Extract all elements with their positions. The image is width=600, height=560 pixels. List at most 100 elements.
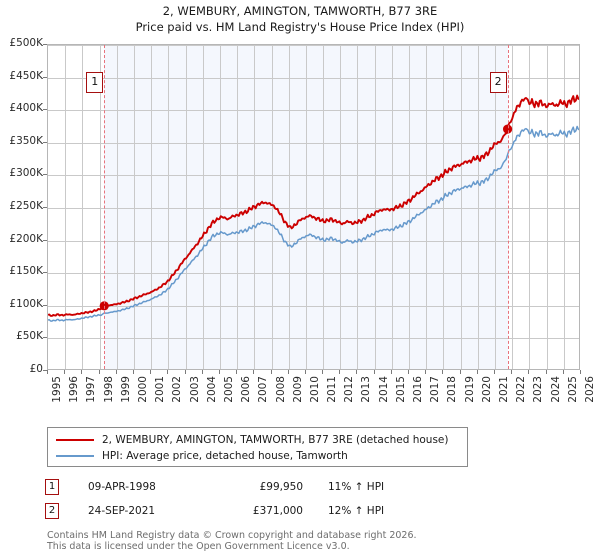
gridline-horizontal bbox=[48, 305, 579, 307]
y-axis-tick-mark bbox=[43, 76, 47, 78]
transaction-date: 09-APR-1998 bbox=[88, 480, 156, 493]
y-axis-tick-label: £150K bbox=[9, 265, 43, 278]
gridline-vertical bbox=[495, 45, 497, 369]
y-axis-tick-label: £250K bbox=[9, 200, 43, 212]
x-axis-tick-mark bbox=[47, 370, 48, 374]
gridline-horizontal bbox=[48, 77, 579, 79]
x-axis-tick-label: 2006 bbox=[240, 376, 253, 403]
legend-item: 2, WEMBURY, AMINGTON, TAMWORTH, B77 3RE … bbox=[54, 432, 461, 448]
x-axis-tick-mark bbox=[201, 370, 203, 374]
gridline-horizontal bbox=[48, 273, 579, 275]
x-axis-tick-label: 2022 bbox=[515, 376, 528, 403]
gridline-vertical bbox=[357, 45, 359, 369]
x-axis-tick-mark bbox=[511, 370, 513, 374]
chart-legend: 2, WEMBURY, AMINGTON, TAMWORTH, B77 3RE … bbox=[47, 427, 468, 467]
legend-item-label: 2, WEMBURY, AMINGTON, TAMWORTH, B77 3RE … bbox=[102, 434, 449, 446]
x-axis-tick-mark bbox=[218, 370, 220, 374]
gridline-vertical bbox=[529, 45, 531, 369]
x-axis-tick-label: 2004 bbox=[205, 376, 218, 403]
y-axis-tick-label: £50K bbox=[16, 330, 43, 343]
gridline-vertical bbox=[374, 45, 376, 369]
x-axis-tick-label: 2003 bbox=[188, 376, 201, 403]
gridline-vertical bbox=[512, 45, 514, 369]
gridline-vertical bbox=[563, 45, 565, 369]
gridline-vertical bbox=[82, 45, 84, 369]
gridline-vertical bbox=[219, 45, 221, 369]
event-marker-badge[interactable]: 1 bbox=[86, 72, 104, 93]
gridline-horizontal bbox=[48, 175, 579, 177]
series-line-hpi bbox=[48, 125, 579, 322]
x-axis-tick-mark bbox=[545, 370, 547, 374]
y-axis-tick-mark bbox=[43, 141, 47, 143]
series-line-price-paid bbox=[48, 94, 579, 317]
x-axis-tick-mark bbox=[390, 370, 392, 374]
x-axis-tick-mark bbox=[236, 370, 238, 374]
transaction-row[interactable]: 2 24-SEP-2021 £371,000 12% ↑ HPI bbox=[45, 502, 384, 519]
x-axis-tick-mark bbox=[150, 370, 152, 374]
x-axis-tick-mark bbox=[373, 370, 375, 374]
transaction-index-badge: 1 bbox=[45, 478, 59, 495]
x-axis-tick-label: 2017 bbox=[429, 376, 442, 403]
legend-item-label: HPI: Average price, detached house, Tamw… bbox=[102, 450, 348, 462]
y-axis-tick-mark bbox=[43, 239, 47, 241]
x-axis-tick-mark bbox=[304, 370, 306, 374]
x-axis-tick-mark bbox=[528, 370, 530, 374]
y-axis-tick-label: £200K bbox=[9, 232, 43, 245]
gridline-vertical bbox=[340, 45, 342, 369]
gridline-vertical bbox=[116, 45, 118, 369]
gridline-vertical bbox=[237, 45, 239, 369]
gridline-vertical bbox=[185, 45, 187, 369]
x-axis-tick-mark bbox=[322, 370, 324, 374]
x-axis-tick-label: 1999 bbox=[119, 376, 132, 403]
y-axis-tick-label: £0 bbox=[29, 363, 43, 375]
x-axis-tick-label: 2023 bbox=[532, 376, 545, 403]
gridline-vertical bbox=[305, 45, 307, 369]
transaction-row[interactable]: 1 09-APR-1998 £99,950 11% ↑ HPI bbox=[45, 478, 384, 495]
event-marker-badge[interactable]: 2 bbox=[489, 72, 507, 93]
x-axis-tick-mark bbox=[64, 370, 66, 374]
footer-licence: This data is licensed under the Open Gov… bbox=[47, 541, 350, 552]
x-axis-tick-label: 2013 bbox=[360, 376, 373, 403]
y-axis-tick-mark bbox=[43, 370, 47, 371]
gridline-vertical bbox=[202, 45, 204, 369]
gridline-vertical bbox=[391, 45, 393, 369]
event-marker-line bbox=[507, 45, 509, 369]
x-axis-tick-label: 2008 bbox=[274, 376, 287, 403]
y-axis-tick-label: £300K bbox=[9, 167, 43, 180]
y-axis-tick-mark bbox=[43, 337, 47, 339]
transaction-price: £99,950 bbox=[259, 480, 303, 493]
y-axis-tick-label: £100K bbox=[9, 297, 43, 310]
gridline-vertical bbox=[323, 45, 325, 369]
gridline-vertical bbox=[99, 45, 101, 369]
x-axis-tick-mark bbox=[476, 370, 478, 374]
title-line-subtitle: Price paid vs. HM Land Registry's House … bbox=[135, 20, 465, 34]
x-axis-tick-label: 1998 bbox=[102, 376, 115, 403]
x-axis-tick-mark bbox=[459, 370, 461, 374]
x-axis-tick-mark bbox=[580, 370, 581, 374]
x-axis-tick-label: 2011 bbox=[326, 376, 339, 403]
x-axis-tick-label: 2009 bbox=[291, 376, 304, 403]
x-axis-tick-label: 2024 bbox=[549, 376, 562, 403]
y-axis-tick-label: £500K bbox=[9, 37, 43, 49]
x-axis-tick-label: 2018 bbox=[446, 376, 459, 403]
x-axis-tick-label: 2002 bbox=[171, 376, 184, 403]
y-axis-tick-label: £450K bbox=[9, 69, 43, 82]
legend-item: HPI: Average price, detached house, Tamw… bbox=[54, 448, 461, 464]
legend-color-swatch bbox=[56, 455, 94, 457]
x-axis-tick-mark bbox=[494, 370, 496, 374]
gridline-vertical bbox=[151, 45, 153, 369]
gridline-vertical bbox=[168, 45, 170, 369]
x-axis-tick-label: 2010 bbox=[308, 376, 321, 403]
gridline-vertical bbox=[409, 45, 411, 369]
gridline-vertical bbox=[271, 45, 273, 369]
x-axis-tick-mark bbox=[167, 370, 169, 374]
title-line-address: 2, WEMBURY, AMINGTON, TAMWORTH, B77 3RE bbox=[162, 4, 438, 18]
x-axis-tick-mark bbox=[98, 370, 100, 374]
x-axis-tick-label: 2001 bbox=[154, 376, 167, 403]
x-axis-tick-mark bbox=[408, 370, 410, 374]
x-axis-tick-label: 2012 bbox=[343, 376, 356, 403]
x-axis-tick-label: 2015 bbox=[394, 376, 407, 403]
x-axis-tick-label: 2007 bbox=[257, 376, 270, 403]
x-axis-tick-mark bbox=[132, 370, 134, 374]
y-axis-tick-mark bbox=[43, 174, 47, 176]
